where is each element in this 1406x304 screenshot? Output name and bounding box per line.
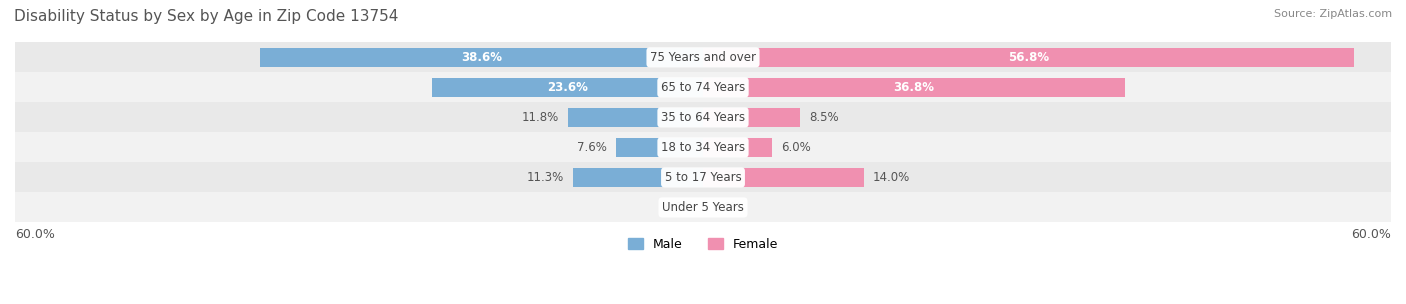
Text: 7.6%: 7.6% (576, 141, 606, 154)
Text: 5 to 17 Years: 5 to 17 Years (665, 171, 741, 184)
Text: Under 5 Years: Under 5 Years (662, 201, 744, 214)
Text: Disability Status by Sex by Age in Zip Code 13754: Disability Status by Sex by Age in Zip C… (14, 9, 398, 24)
Text: 38.6%: 38.6% (461, 51, 502, 64)
Text: 60.0%: 60.0% (1351, 228, 1391, 241)
Text: Source: ZipAtlas.com: Source: ZipAtlas.com (1274, 9, 1392, 19)
Text: 18 to 34 Years: 18 to 34 Years (661, 141, 745, 154)
Text: 6.0%: 6.0% (780, 141, 811, 154)
Bar (433, 78, 703, 97)
Bar (15, 102, 1391, 133)
Legend: Male, Female: Male, Female (623, 233, 783, 256)
Bar (15, 162, 1391, 192)
Text: 0.0%: 0.0% (713, 201, 742, 214)
Bar (15, 72, 1391, 102)
Text: 0.0%: 0.0% (664, 201, 693, 214)
Text: 75 Years and over: 75 Years and over (650, 51, 756, 64)
Bar (15, 192, 1391, 223)
Text: 8.5%: 8.5% (810, 111, 839, 124)
Text: 14.0%: 14.0% (873, 171, 910, 184)
Bar (568, 108, 703, 127)
Text: 23.6%: 23.6% (547, 81, 588, 94)
Bar (15, 133, 1391, 162)
Bar (703, 138, 772, 157)
Bar (703, 108, 800, 127)
Text: 60.0%: 60.0% (15, 228, 55, 241)
Bar (703, 48, 1354, 67)
Bar (703, 168, 863, 187)
Text: 11.8%: 11.8% (522, 111, 558, 124)
Bar (574, 168, 703, 187)
Bar (260, 48, 703, 67)
Text: 11.3%: 11.3% (527, 171, 564, 184)
Bar (703, 78, 1125, 97)
Bar (616, 138, 703, 157)
Text: 36.8%: 36.8% (893, 81, 935, 94)
Text: 65 to 74 Years: 65 to 74 Years (661, 81, 745, 94)
Bar (15, 42, 1391, 72)
Text: 35 to 64 Years: 35 to 64 Years (661, 111, 745, 124)
Text: 56.8%: 56.8% (1008, 51, 1049, 64)
